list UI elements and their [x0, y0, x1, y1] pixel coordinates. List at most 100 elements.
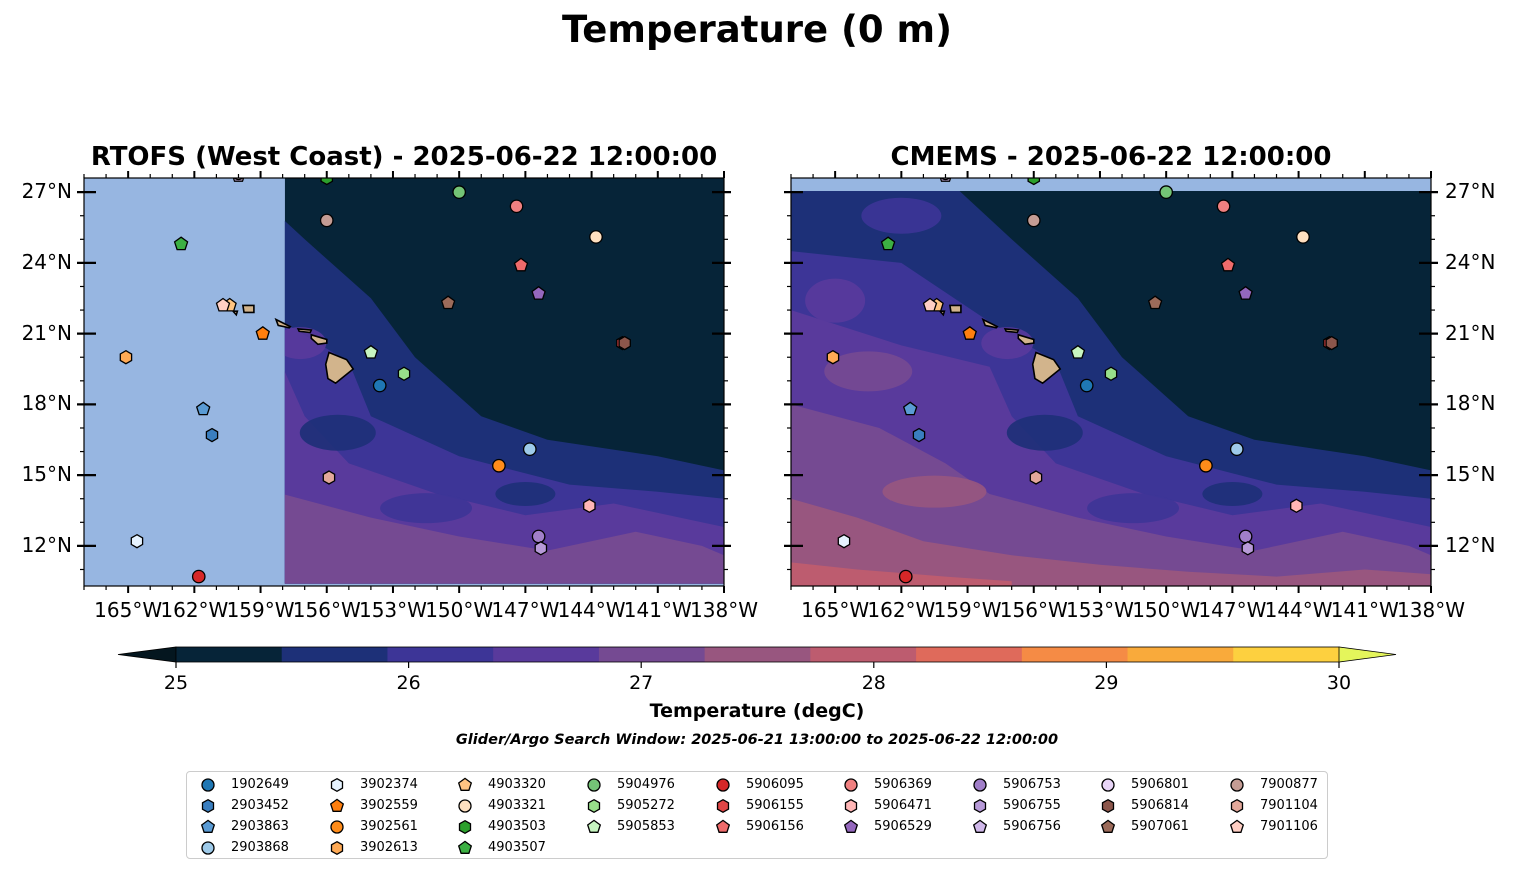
float-marker-5906529 [531, 285, 546, 300]
legend-marker-pentagon-icon [843, 819, 859, 833]
float-marker-7900877 [319, 213, 334, 228]
lon-tick-label: 165°W [801, 598, 870, 622]
float-marker-5905272 [397, 366, 411, 382]
float-marker-3902374 [130, 533, 144, 549]
float-marker-5907061 [1147, 295, 1163, 310]
colorbar-tick-label: 29 [1094, 672, 1119, 694]
legend-marker-circle-icon [201, 841, 215, 855]
eddy [1006, 414, 1083, 451]
legend-label: 3902613 [360, 840, 418, 855]
legend-marker-pentagon-icon [1229, 819, 1245, 833]
island [324, 351, 355, 385]
island [981, 317, 999, 329]
legend-label: 4903503 [488, 819, 546, 834]
float-marker-3902374 [837, 533, 851, 549]
lon-tick-label: 153°W [358, 598, 427, 622]
eddy [284, 327, 327, 360]
legend-marker-hexagon-icon [1101, 798, 1115, 814]
legend-marker-circle-icon [844, 778, 858, 792]
lon-tick-label: 156°W [999, 598, 1068, 622]
float-marker-2903452 [205, 427, 219, 443]
legend-marker-hexagon-icon [844, 798, 858, 814]
legend-label: 5906156 [746, 819, 804, 834]
map-left-content [77, 171, 731, 593]
legend-marker-hexagon-icon [201, 798, 215, 814]
legend-marker-hexagon-icon [330, 840, 344, 856]
island [231, 310, 239, 317]
rtofs-panel-title: RTOFS (West Coast) - 2025-06-22 12:00:00 [90, 142, 718, 172]
lat-tick-label: 24°N [21, 249, 72, 274]
float-marker-5906471 [583, 498, 596, 514]
legend-label: 5906755 [1003, 798, 1061, 813]
legend-marker-pentagon-icon [457, 777, 473, 791]
float-marker-2903868 [1229, 442, 1244, 457]
legend-label: 4903321 [488, 798, 546, 813]
float-marker-3902559 [962, 325, 977, 340]
figure-title: Temperature (0 m) [561, 8, 953, 51]
eddy [299, 414, 376, 451]
island [310, 333, 328, 346]
lon-tick-label: 147°W [1198, 598, 1267, 622]
eddy [1202, 482, 1263, 507]
lon-tick-label: 150°W [425, 598, 494, 622]
float-marker-3902561 [1199, 458, 1213, 473]
lat-tick-label: 12°N [1445, 532, 1496, 557]
legend-marker-circle-icon [330, 820, 344, 834]
float-marker-5906369 [509, 199, 524, 214]
legend-label: 5905853 [617, 819, 675, 834]
eddy [882, 475, 987, 508]
float-marker-2903868 [522, 442, 537, 457]
float-marker-5906753 [1238, 529, 1253, 544]
float-marker-5906471 [1290, 498, 1303, 514]
legend-label: 5906369 [874, 777, 932, 792]
float-marker-3902613 [119, 349, 133, 365]
lon-tick-label: 162°W [867, 598, 936, 622]
legend-marker-hexagon-icon [1230, 798, 1244, 814]
sst-27-27.5-region [284, 494, 724, 584]
lon-tick-label: 138°W [690, 598, 758, 622]
float-marker-5906814 [618, 335, 631, 351]
legend-marker-circle-icon [587, 778, 601, 792]
eddy [805, 278, 866, 323]
lon-tick-label: 144°W [557, 598, 626, 622]
legend-label: 5905272 [617, 798, 675, 813]
lat-tick-label: 27°N [21, 179, 72, 204]
float-marker-4903507 [880, 236, 896, 251]
legend-label: 2903863 [231, 819, 289, 834]
legend-label: 3902561 [360, 819, 418, 834]
legend-label: 7901104 [1260, 798, 1318, 813]
float-marker-5906529 [1238, 285, 1253, 300]
map-right-content [784, 171, 1438, 593]
legend-marker-circle-icon [458, 799, 472, 813]
legend-label: 3902559 [360, 798, 418, 813]
float-marker-4903321 [589, 230, 603, 244]
float-marker-5905853 [1070, 344, 1086, 359]
legend-marker-circle-icon [973, 778, 987, 792]
float-marker-5906755 [534, 541, 548, 556]
island [241, 304, 255, 314]
map-frame [83, 177, 725, 587]
float-marker-3902559 [255, 325, 270, 340]
sst-27-27.5-region [791, 404, 1431, 586]
float-marker-4903321 [1296, 230, 1310, 244]
lon-tick-label: 144°W [1264, 598, 1333, 622]
legend-marker-circle-icon [716, 778, 730, 792]
legend-marker-pentagon-icon [972, 819, 988, 833]
sst-field [284, 178, 724, 584]
eddy [380, 493, 473, 524]
legend-label: 7901106 [1260, 819, 1318, 834]
float-marker-5907061 [440, 295, 456, 310]
colorbar-label: Temperature (degC) [649, 700, 865, 722]
float-marker-5906156 [1220, 257, 1236, 272]
legend-label: 5906756 [1003, 819, 1061, 834]
lat-tick-label: 24°N [1445, 249, 1496, 274]
float-marker-7901104 [1029, 470, 1043, 485]
colorbar-tick-label: 30 [1326, 672, 1352, 694]
legend-label: 5906155 [746, 798, 804, 813]
float-marker-1902649 [372, 378, 387, 393]
legend-marker-circle-icon [1101, 778, 1115, 792]
legend-marker-pentagon-icon [715, 819, 731, 833]
island [938, 310, 946, 317]
legend-label: 4903320 [488, 777, 546, 792]
